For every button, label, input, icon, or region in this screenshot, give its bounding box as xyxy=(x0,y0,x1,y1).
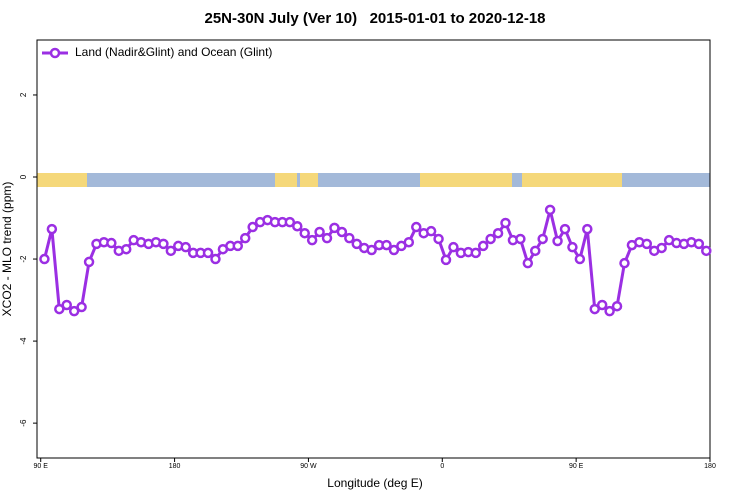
point xyxy=(403,236,415,248)
y-axis-label: XCO2 - MLO trend (ppm) xyxy=(0,182,14,317)
point xyxy=(701,245,712,257)
point xyxy=(596,299,608,311)
legend-marker xyxy=(49,47,61,59)
point xyxy=(321,232,333,244)
x-tick-label: 180 xyxy=(169,463,181,470)
point xyxy=(693,238,705,250)
point xyxy=(106,237,117,249)
point xyxy=(619,257,630,269)
legend-label: Land (Nadir&Glint) and Ocean (Glint) xyxy=(75,45,272,59)
point xyxy=(589,303,600,315)
point xyxy=(656,242,667,254)
point xyxy=(232,240,244,252)
point xyxy=(284,216,296,228)
point xyxy=(425,225,437,237)
chart-title: 25N-30N July (Ver 10) 2015-01-01 to 2020… xyxy=(204,10,545,27)
y-tick-label: -2 xyxy=(19,255,28,263)
point xyxy=(552,235,563,247)
y-tick-label: 2 xyxy=(19,92,28,97)
x-tick-label: 90 E xyxy=(34,463,49,470)
point xyxy=(492,227,504,239)
point xyxy=(388,244,400,256)
point xyxy=(292,220,303,232)
x-tick-label: 0 xyxy=(440,463,444,470)
point xyxy=(68,305,80,317)
point xyxy=(477,240,489,252)
point xyxy=(344,232,355,244)
point xyxy=(210,253,221,265)
point xyxy=(641,238,653,250)
point xyxy=(448,241,459,253)
point xyxy=(180,241,191,253)
point xyxy=(500,217,511,229)
point xyxy=(329,222,340,234)
point xyxy=(239,232,251,244)
point xyxy=(411,221,422,233)
x-tick-label: 180 xyxy=(704,463,716,470)
point xyxy=(306,234,318,246)
point xyxy=(582,223,593,235)
point xyxy=(567,241,578,253)
point xyxy=(54,303,65,315)
x-tick-label: 90 W xyxy=(300,463,317,470)
point xyxy=(202,247,214,259)
y-tick-label: -4 xyxy=(19,337,28,345)
point xyxy=(76,301,87,313)
point xyxy=(158,238,169,250)
point xyxy=(336,226,348,238)
point xyxy=(529,245,541,257)
point xyxy=(247,221,258,233)
x-axis-label: Longitude (deg E) xyxy=(327,476,422,490)
point xyxy=(46,223,58,235)
point xyxy=(515,233,526,245)
point xyxy=(433,233,444,245)
point xyxy=(611,300,623,312)
point xyxy=(120,243,132,255)
point xyxy=(83,256,95,268)
series-line xyxy=(42,209,708,314)
point xyxy=(522,257,534,269)
point xyxy=(61,299,72,311)
land-ocean-strip xyxy=(37,173,710,187)
point xyxy=(537,233,548,245)
y-tick-label: 0 xyxy=(19,174,28,179)
point xyxy=(314,226,325,238)
y-tick-label: -6 xyxy=(19,419,28,427)
point xyxy=(574,253,586,265)
point xyxy=(299,227,310,239)
point xyxy=(544,204,556,216)
point xyxy=(470,247,482,259)
point xyxy=(381,239,392,251)
x-tick-label: 90 E xyxy=(569,463,584,470)
point xyxy=(559,223,571,235)
point xyxy=(604,305,615,317)
point xyxy=(485,233,496,245)
point xyxy=(165,245,177,257)
point xyxy=(39,253,50,265)
point xyxy=(351,238,363,250)
point xyxy=(366,244,377,256)
point xyxy=(440,254,452,266)
